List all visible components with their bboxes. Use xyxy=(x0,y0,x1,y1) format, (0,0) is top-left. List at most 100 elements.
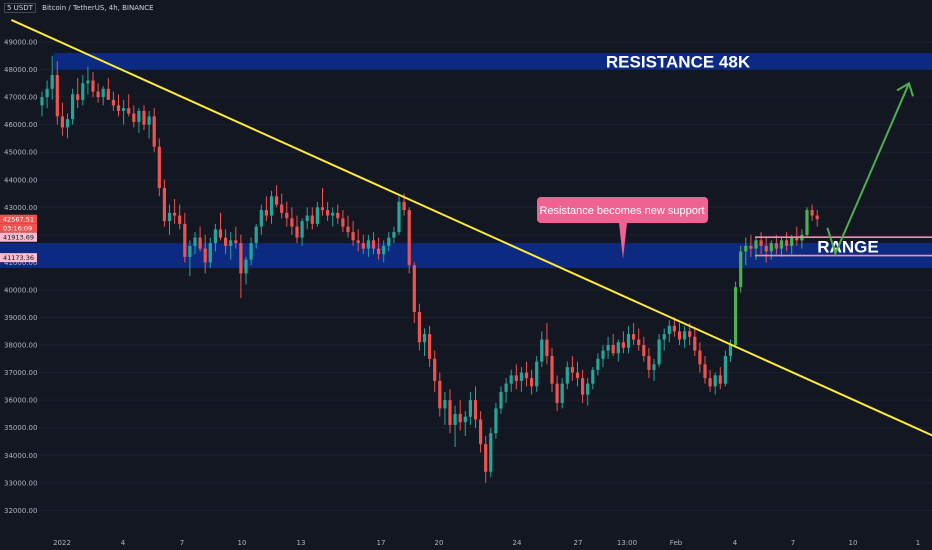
candle xyxy=(183,212,187,263)
callout-box xyxy=(537,197,708,223)
chart-title: Bitcoin / TetherUS, 4h, BINANCE xyxy=(42,4,154,12)
candle-body xyxy=(366,240,370,249)
candle-body xyxy=(479,419,483,445)
candle xyxy=(193,232,197,255)
candle-body xyxy=(810,210,814,216)
candle xyxy=(805,207,809,238)
candle-body xyxy=(285,212,289,219)
candle xyxy=(484,435,488,483)
candle-body xyxy=(229,240,233,246)
candle xyxy=(346,215,350,238)
candle xyxy=(448,389,452,434)
candle-body xyxy=(616,342,620,354)
candle-body xyxy=(162,188,166,222)
candle-body xyxy=(458,413,462,423)
candle-body xyxy=(621,342,625,348)
candle xyxy=(213,223,217,252)
candle xyxy=(76,77,80,109)
candle xyxy=(366,234,370,257)
candle xyxy=(315,201,319,227)
candle-body xyxy=(739,251,743,288)
candle-body xyxy=(438,380,442,409)
callout-pointer xyxy=(619,223,627,259)
candle-body xyxy=(81,83,85,100)
candle-body xyxy=(71,94,75,120)
candle-body xyxy=(96,91,100,98)
candle-body xyxy=(188,245,192,257)
candle-body xyxy=(259,210,263,227)
candle xyxy=(545,323,549,365)
range-label: RANGE xyxy=(817,237,878,256)
candle xyxy=(514,364,518,390)
candle-body xyxy=(244,259,248,274)
candle-body xyxy=(397,201,401,233)
candle xyxy=(60,102,64,136)
candle-body xyxy=(326,210,330,216)
candle xyxy=(244,256,248,285)
candle-body xyxy=(463,416,467,423)
candle xyxy=(234,226,238,249)
candle-body xyxy=(540,339,544,362)
candle-body xyxy=(305,215,309,222)
candle-body xyxy=(642,345,646,357)
candle-body xyxy=(116,105,121,111)
candle-body xyxy=(320,207,325,211)
candle xyxy=(453,405,457,447)
candle-body xyxy=(300,221,304,238)
candle xyxy=(392,226,396,244)
candle xyxy=(815,210,819,227)
y-tick-label: 37000.00 xyxy=(4,369,37,377)
y-tick-label: 48000.00 xyxy=(4,66,37,74)
trendline-layer xyxy=(10,19,932,437)
candle xyxy=(581,369,585,403)
candle xyxy=(40,91,44,117)
candle xyxy=(356,229,360,252)
candle-body xyxy=(688,331,692,337)
x-tick-label: 2022 xyxy=(53,539,71,547)
candle-body xyxy=(422,334,427,343)
candle-body xyxy=(295,226,299,238)
price-tag xyxy=(0,253,37,263)
annotations-layer: RANGE Resistance becomes new support xyxy=(537,81,932,259)
candle-body xyxy=(484,444,488,472)
y-tick-label: 46000.00 xyxy=(4,121,37,129)
candle xyxy=(264,196,268,222)
symbol-badge[interactable]: 5 USDT xyxy=(4,3,36,13)
projection-arrowhead xyxy=(896,81,914,97)
candle-body xyxy=(111,99,115,106)
candle-body xyxy=(218,229,223,238)
candle xyxy=(509,369,513,392)
candle xyxy=(774,234,778,255)
candle-body xyxy=(101,88,105,98)
candle-body xyxy=(606,345,610,351)
y-tick-label: 35000.00 xyxy=(4,424,37,432)
time-axis[interactable]: 2022 4 7 10 13 17 20 24 27 13:00 Feb 4 7 10 1 xyxy=(53,539,920,547)
candle xyxy=(152,108,156,153)
candle-body xyxy=(208,243,212,263)
candle xyxy=(208,237,212,268)
y-tick-label: 39000.00 xyxy=(4,314,37,322)
candle-body xyxy=(672,325,676,332)
candle xyxy=(637,328,641,351)
candle-body xyxy=(575,372,580,379)
candle-body xyxy=(565,367,569,384)
candle-body xyxy=(677,331,682,340)
candle xyxy=(575,361,580,387)
candle xyxy=(708,369,712,392)
candle xyxy=(734,281,738,348)
candle-body xyxy=(759,240,763,246)
candle-body xyxy=(356,240,360,244)
y-tick-label: 49000.00 xyxy=(4,39,37,47)
candle xyxy=(739,245,743,293)
candle xyxy=(586,378,590,406)
candle xyxy=(91,72,95,98)
candle-body xyxy=(779,240,784,249)
x-tick-label: 20 xyxy=(435,539,444,547)
candle-body xyxy=(448,400,452,425)
candle xyxy=(65,113,70,139)
price-tag-label: 41173.36 xyxy=(3,254,34,262)
candle-body xyxy=(428,334,432,359)
candle xyxy=(504,378,508,403)
candle xyxy=(657,334,661,368)
